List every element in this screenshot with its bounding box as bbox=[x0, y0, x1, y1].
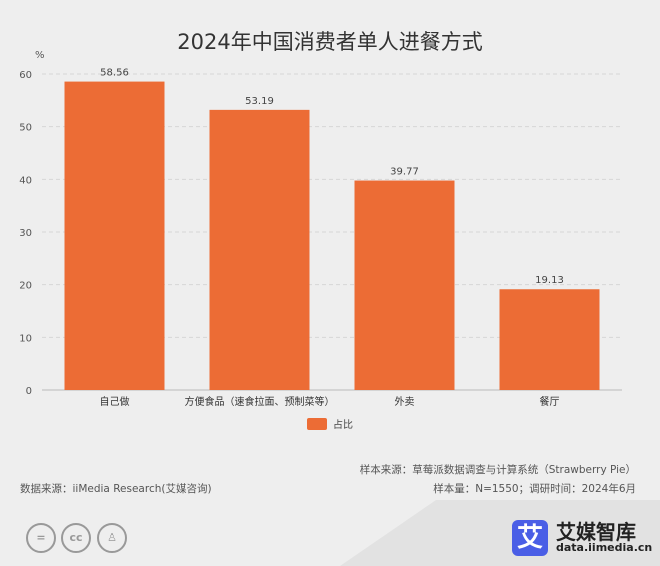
data-label: 39.77 bbox=[390, 167, 419, 178]
y-tick-label: 50 bbox=[19, 123, 32, 134]
x-tick-label: 方便食品（速食拉面、预制菜等） bbox=[185, 395, 335, 408]
x-tick-label: 自己做 bbox=[100, 395, 130, 408]
data-label: 58.56 bbox=[100, 68, 129, 79]
bar bbox=[209, 109, 310, 390]
legend-label: 占比 bbox=[333, 418, 353, 431]
chart-title: 2024年中国消费者单人进餐方式 bbox=[177, 30, 483, 54]
x-tick-label: 外卖 bbox=[395, 396, 415, 408]
bar-chart: % 0 10 20 30 40 50 60 58.56 自己做 53.19 方便食品（速食拉面、预制菜… bbox=[19, 50, 622, 431]
y-tick-label: 30 bbox=[19, 228, 32, 239]
brand-name: 艾媒智库 bbox=[556, 520, 636, 544]
bar bbox=[499, 289, 600, 390]
y-axis-label: % bbox=[35, 50, 45, 61]
y-tick-label: 40 bbox=[19, 175, 32, 186]
y-tick-label: 60 bbox=[19, 70, 32, 81]
cc-nd-icon: = bbox=[26, 523, 56, 553]
bar bbox=[354, 180, 455, 390]
brand-logo-icon: 艾 bbox=[512, 520, 548, 556]
bar bbox=[64, 81, 165, 391]
cc-by-icon: ♙ bbox=[97, 523, 127, 553]
data-label: 19.13 bbox=[535, 275, 564, 286]
legend-swatch bbox=[307, 418, 327, 430]
brand-url: data.iimedia.cn bbox=[556, 541, 653, 554]
sample-source: 样本来源：草莓派数据调查与计算系统（Strawberry Pie） bbox=[359, 464, 636, 476]
sample-info: 样本量：N=1550；调研时间：2024年6月 bbox=[433, 483, 636, 495]
x-tick-label: 餐厅 bbox=[540, 395, 560, 408]
cc-icon: cc bbox=[61, 523, 91, 553]
data-label: 53.19 bbox=[245, 96, 274, 107]
y-tick-label: 0 bbox=[26, 386, 32, 397]
y-tick-label: 20 bbox=[19, 281, 32, 292]
data-source: 数据来源：iiMedia Research(艾媒咨询) bbox=[20, 483, 212, 495]
y-tick-label: 10 bbox=[19, 333, 32, 344]
